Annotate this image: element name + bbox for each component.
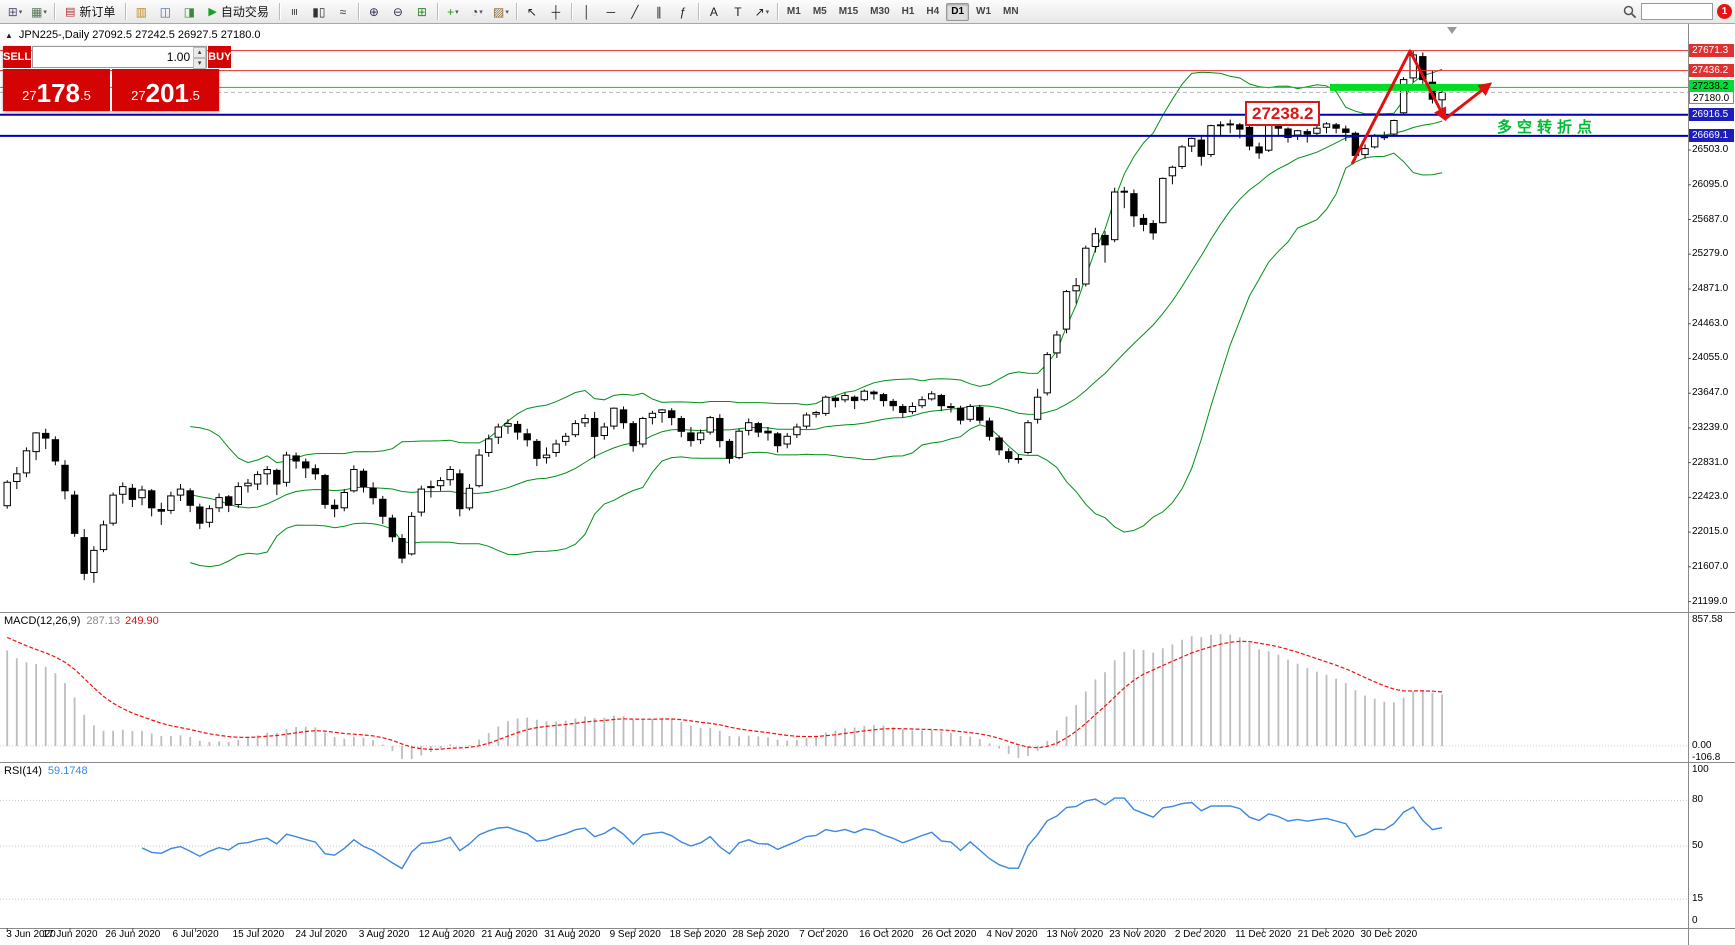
new-chart-icon[interactable]: ⊞ ▾ — [7, 4, 23, 19]
price-digits: 27 — [22, 88, 37, 103]
periods-icon[interactable]: ◔ ▾ — [471, 4, 483, 19]
bar-chart-type-icon[interactable]: ≡ — [287, 7, 302, 16]
toolbar-separator — [125, 3, 127, 20]
price-digits: 201 — [145, 78, 189, 108]
data-window-icon[interactable]: ◫ — [159, 4, 172, 19]
sell-button[interactable]: SELL — [3, 46, 32, 68]
market-watch-icon[interactable]: ▥ — [135, 4, 148, 19]
chart-ohlc-title: JPN225-,Daily 27092.5 27242.5 26927.5 27… — [18, 29, 261, 41]
zoom-out-icon[interactable]: ⊖ — [392, 4, 403, 19]
profiles-icon[interactable]: ▦ ▾ — [31, 4, 47, 19]
vertical-line-icon[interactable]: │ — [583, 4, 591, 19]
macd-pane — [0, 634, 1688, 760]
price-digits: .5 — [189, 88, 200, 103]
templates-icon[interactable]: ▨ ▾ — [492, 4, 509, 19]
volume-spinner: ▴ ▾ — [193, 47, 207, 69]
toolbar-separator — [278, 3, 280, 20]
dropdown-caret-icon: ▾ — [765, 8, 770, 16]
timeframe-button-m1[interactable]: M1 — [786, 5, 801, 17]
rsi-indicator-label: RSI(14) 59.1748 — [4, 765, 88, 777]
chart-canvas — [0, 24, 1735, 945]
timeframe-button-h1[interactable]: H1 — [901, 5, 915, 17]
toolbar-separator — [697, 3, 699, 20]
pivot-zone-bar[interactable] — [1330, 83, 1486, 91]
chart-title-bar: ▲ JPN225-,Daily 27092.5 27242.5 26927.5 2… — [5, 29, 261, 41]
auto-trading-button[interactable]: ▶ 自动交易 — [201, 1, 275, 23]
search-icon — [1623, 5, 1637, 19]
sell-price-display[interactable]: 27 178.5 — [3, 69, 110, 111]
chart-shift-marker[interactable] — [1447, 27, 1457, 34]
equidistant-channel-icon[interactable]: ∥ — [655, 4, 662, 19]
timeframe-button-m30[interactable]: M30 — [870, 5, 890, 17]
buy-price-display[interactable]: 27 201.5 — [112, 69, 219, 111]
auto-trading-icon: ▶ — [208, 6, 217, 18]
search-input[interactable] — [1641, 3, 1713, 20]
toolbar-right-group: 1 — [1623, 3, 1732, 20]
timeframe-button-d1[interactable]: D1 — [946, 2, 970, 21]
dropdown-caret-icon: ▾ — [505, 8, 509, 16]
text-icon[interactable]: A — [709, 4, 718, 19]
new-order-button[interactable]: ▤ 新订单 — [58, 1, 122, 23]
crosshair-icon[interactable]: ┼ — [551, 4, 561, 19]
toolbar: ⊞ ▾ ▦ ▾ ▤ 新订单 ▥ ◫ ◨ ▶ 自动交易 ≡ ▮▯ ≈ ⊕ ⊖ ⊞ + ▾ ◔ ▾ ▨ ▾ ↖ ┼ │ ─ ╱ ∥ ƒ A T ↗ ▾… — [0, 0, 1735, 24]
volume-decrease-button[interactable]: ▾ — [193, 58, 207, 69]
dropdown-caret-icon: ▾ — [18, 8, 23, 16]
line-chart-type-icon[interactable]: ≈ — [339, 4, 347, 19]
trendline-icon[interactable]: ╱ — [631, 4, 639, 19]
candlesticks — [3, 50, 1446, 583]
toolbar-separator — [515, 3, 517, 20]
arrows-icon[interactable]: ↗ ▾ — [754, 4, 770, 19]
trend-zigzag-annotation[interactable] — [1350, 49, 1447, 165]
price-levels — [0, 50, 1688, 137]
zoom-in-icon[interactable]: ⊕ — [368, 4, 379, 19]
timeframe-button-h4[interactable]: H4 — [926, 5, 940, 17]
pivot-price-annotation[interactable]: 27238.2 — [1245, 101, 1321, 126]
strategy-tester-icon[interactable]: ◨ — [183, 4, 196, 19]
macd-indicator-label: MACD(12,26,9) 287.13 249.90 — [4, 615, 159, 627]
dropdown-caret-icon: ▾ — [455, 8, 459, 16]
volume-control: ▴ ▾ — [32, 46, 208, 69]
toolbar-separator — [570, 3, 572, 20]
volume-increase-button[interactable]: ▴ — [193, 47, 207, 58]
pivot-note-annotation[interactable]: 多空转折点 — [1497, 119, 1598, 136]
horizontal-line-icon[interactable]: ─ — [606, 4, 616, 19]
label-icon[interactable]: T — [734, 4, 742, 19]
chart-area[interactable]: ▲ JPN225-,Daily 27092.5 27242.5 26927.5 2… — [0, 24, 1735, 945]
toolbar-items: ⊞ ▾ ▦ ▾ ▤ 新订单 ▥ ◫ ◨ ▶ 自动交易 ≡ ▮▯ ≈ ⊕ ⊖ ⊞ + ▾ ◔ ▾ ▨ ▾ ↖ ┼ │ ─ ╱ ∥ ƒ A T ↗ ▾… — [3, 0, 1025, 23]
price-digits: 178 — [36, 78, 80, 108]
toolbar-separator — [776, 3, 778, 20]
dropdown-caret-icon: ▾ — [43, 8, 47, 16]
new-order-button-label: 新订单 — [79, 5, 116, 19]
one-click-collapse-toggle[interactable]: ▲ — [5, 31, 13, 40]
cursor-icon[interactable]: ↖ — [526, 4, 537, 19]
rsi-pane — [0, 797, 1688, 900]
timeframe-button-w1[interactable]: W1 — [976, 5, 992, 17]
buy-button[interactable]: BUY — [208, 46, 232, 68]
bollinger-bands — [190, 68, 1443, 568]
fibonacci-icon[interactable]: ƒ — [679, 4, 687, 19]
toolbar-separator — [436, 3, 438, 20]
toolbar-separator — [357, 3, 359, 20]
volume-input[interactable] — [33, 47, 194, 67]
timeframe-button-m5[interactable]: M5 — [812, 5, 827, 17]
timeframe-button-m15[interactable]: M15 — [838, 5, 859, 17]
price-digits: .5 — [80, 88, 91, 103]
notification-badge[interactable]: 1 — [1717, 4, 1732, 19]
auto-trading-button-label: 自动交易 — [220, 5, 269, 19]
new-order-icon: ▤ — [65, 6, 76, 18]
toolbar-separator — [54, 3, 55, 20]
timeframe-button-mn[interactable]: MN — [1003, 5, 1019, 17]
indicators-icon[interactable]: + ▾ — [447, 4, 459, 19]
candlestick-chart-type-icon[interactable]: ▮▯ — [312, 4, 326, 19]
price-digits: 27 — [131, 88, 146, 103]
tile-windows-icon[interactable]: ⊞ — [416, 4, 427, 19]
trend-up-arrow-annotation[interactable] — [1444, 82, 1493, 121]
dropdown-caret-icon: ▾ — [479, 8, 483, 16]
